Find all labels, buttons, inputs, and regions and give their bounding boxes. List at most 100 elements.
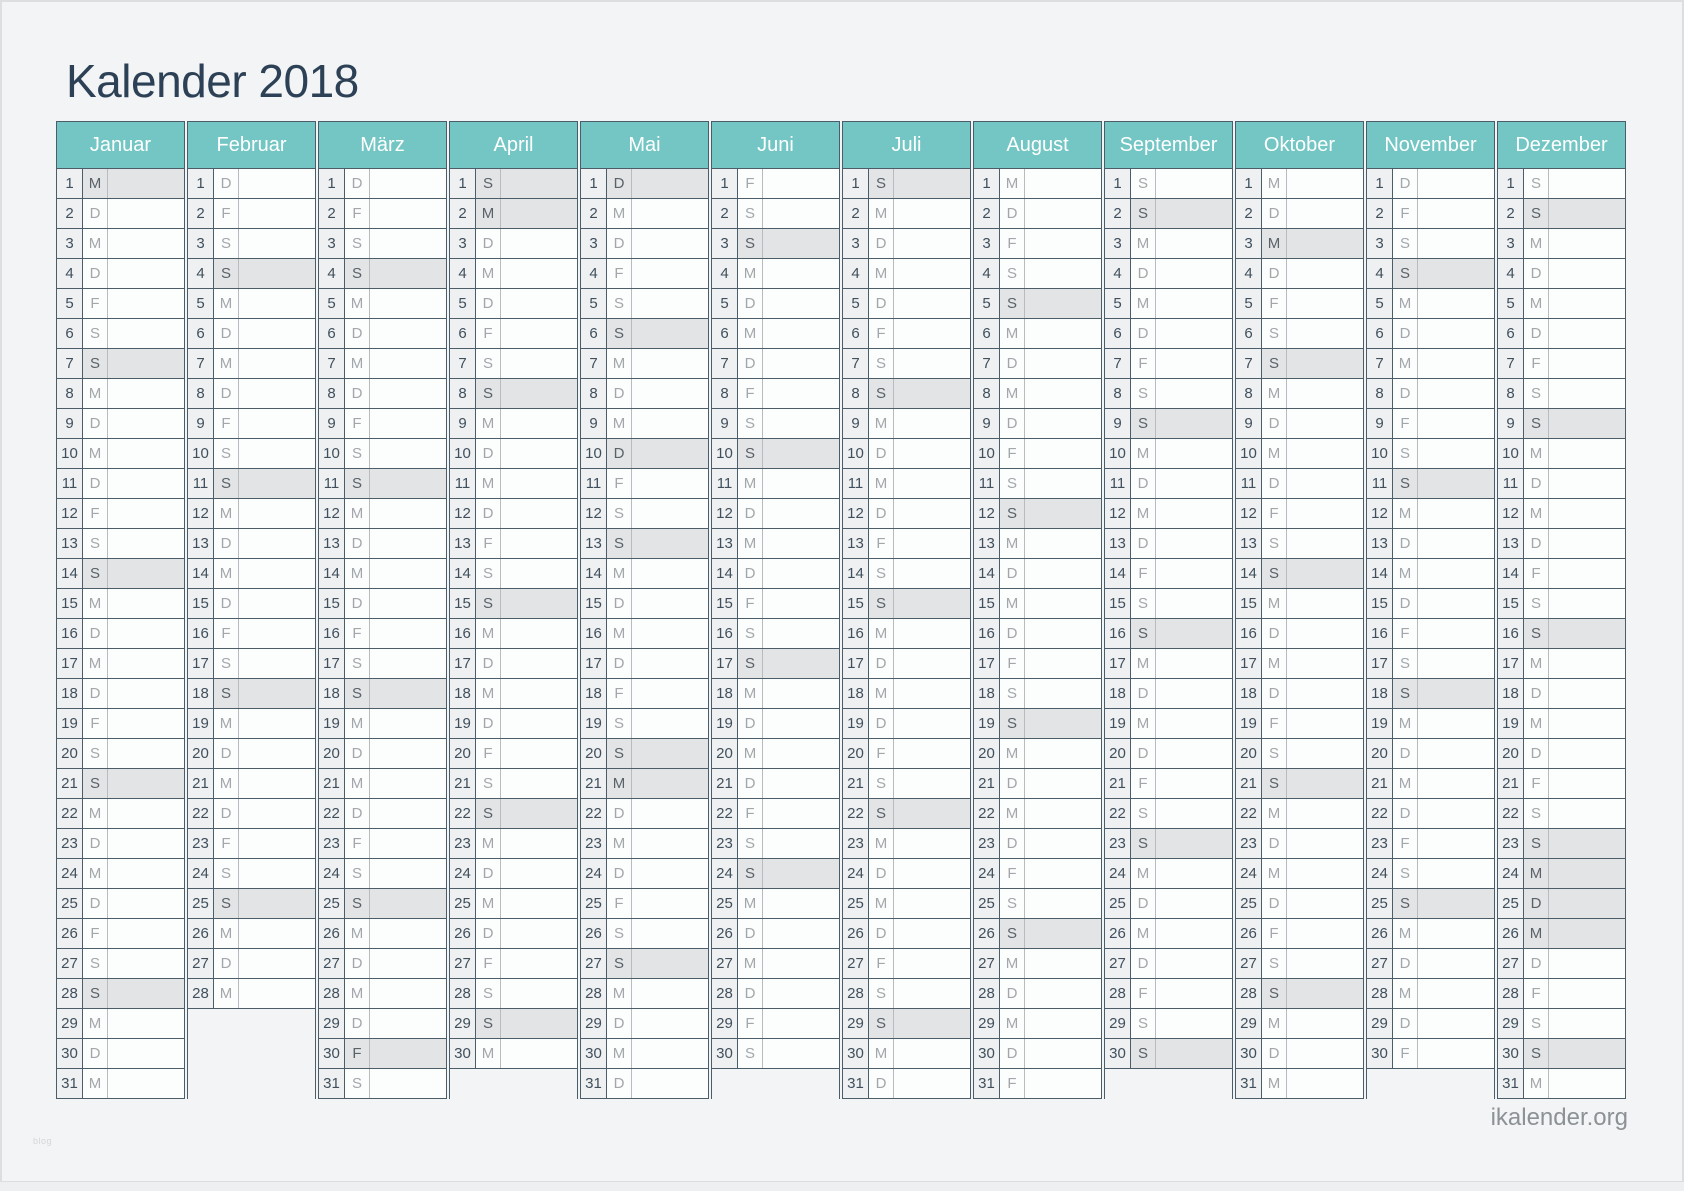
day-row: 27 D	[1105, 949, 1232, 979]
weekday-letter: S	[83, 739, 108, 768]
weekday-letter: F	[476, 529, 501, 558]
day-row: 24 S	[712, 859, 839, 889]
day-note-cell	[1025, 949, 1101, 978]
day-number: 10	[1236, 439, 1262, 468]
day-note-cell	[370, 289, 446, 318]
day-row: 12 S	[581, 499, 708, 529]
day-number: 12	[974, 499, 1000, 528]
weekday-letter: M	[738, 259, 763, 288]
weekday-letter: F	[1000, 1069, 1025, 1098]
day-note-cell	[1418, 199, 1494, 228]
day-number: 11	[1236, 469, 1262, 498]
weekday-letter: M	[1393, 709, 1418, 738]
day-row: 15 S	[450, 589, 577, 619]
day-note-cell	[1418, 559, 1494, 588]
weekday-letter: M	[83, 1069, 108, 1098]
day-row: 28 D	[712, 979, 839, 1009]
day-number: 23	[712, 829, 738, 858]
day-row: 20 S	[57, 739, 184, 769]
day-row: 26 M	[1367, 919, 1494, 949]
day-note-cell	[1156, 919, 1232, 948]
day-row: 25 S	[1367, 889, 1494, 919]
day-row: 19 S	[974, 709, 1101, 739]
weekday-letter: S	[1131, 1009, 1156, 1038]
day-note-cell	[1025, 709, 1101, 738]
weekday-letter: S	[607, 739, 632, 768]
day-number: 16	[581, 619, 607, 648]
day-number: 26	[1498, 919, 1524, 948]
day-number: 27	[188, 949, 214, 978]
weekday-letter: D	[869, 289, 894, 318]
day-row: 19 F	[57, 709, 184, 739]
weekday-letter: M	[738, 949, 763, 978]
weekday-letter: S	[476, 799, 501, 828]
day-row: 14 F	[1498, 559, 1625, 589]
day-row: 22 D	[188, 799, 315, 829]
weekday-letter: M	[1524, 649, 1549, 678]
day-note-cell	[1418, 709, 1494, 738]
weekday-letter: S	[738, 649, 763, 678]
day-number: 26	[57, 919, 83, 948]
weekday-letter: D	[1131, 529, 1156, 558]
day-number: 28	[1367, 979, 1393, 1008]
day-row: 16 M	[581, 619, 708, 649]
day-note-cell	[1418, 1039, 1494, 1068]
weekday-letter: M	[476, 199, 501, 228]
day-note-cell	[1549, 1039, 1625, 1068]
day-number: 17	[581, 649, 607, 678]
day-note-cell	[1025, 439, 1101, 468]
day-row: 25 D	[57, 889, 184, 919]
day-number: 18	[1367, 679, 1393, 708]
day-note-cell	[501, 949, 577, 978]
day-note-cell	[370, 469, 446, 498]
day-note-cell	[1156, 619, 1232, 648]
day-note-cell	[763, 1039, 839, 1068]
weekday-letter: F	[83, 709, 108, 738]
day-note-cell	[894, 949, 970, 978]
weekday-letter: D	[738, 559, 763, 588]
weekday-letter: S	[1000, 679, 1025, 708]
day-number: 24	[57, 859, 83, 888]
weekday-letter: D	[1000, 199, 1025, 228]
weekday-letter: D	[1393, 1009, 1418, 1038]
day-note-cell	[632, 679, 708, 708]
day-number: 15	[57, 589, 83, 618]
weekday-letter: M	[869, 619, 894, 648]
day-row: 14 S	[1236, 559, 1363, 589]
day-row: 27 F	[450, 949, 577, 979]
day-number: 26	[450, 919, 476, 948]
weekday-letter: S	[83, 319, 108, 348]
weekday-letter: D	[83, 679, 108, 708]
day-note-cell	[370, 919, 446, 948]
weekday-letter: S	[1262, 739, 1287, 768]
day-number: 6	[1367, 319, 1393, 348]
weekday-letter: M	[1524, 1069, 1549, 1098]
weekday-letter: D	[1131, 739, 1156, 768]
weekday-letter: D	[1000, 769, 1025, 798]
weekday-letter: S	[1393, 259, 1418, 288]
day-number: 30	[319, 1039, 345, 1068]
day-row: 18 M	[450, 679, 577, 709]
day-row: 20 D	[319, 739, 446, 769]
day-row: 27 M	[974, 949, 1101, 979]
day-row: 26 M	[1105, 919, 1232, 949]
day-note-cell	[501, 469, 577, 498]
weekday-letter: M	[83, 229, 108, 258]
day-row: 26 D	[712, 919, 839, 949]
day-number: 20	[974, 739, 1000, 768]
day-number: 24	[450, 859, 476, 888]
day-row: 12 M	[1498, 499, 1625, 529]
weekday-letter: D	[1393, 169, 1418, 198]
day-row: 11 M	[450, 469, 577, 499]
day-row: 11 D	[57, 469, 184, 499]
day-note-cell	[239, 559, 315, 588]
day-note-cell	[1287, 409, 1363, 438]
month-header-januar: Januar	[57, 122, 184, 169]
